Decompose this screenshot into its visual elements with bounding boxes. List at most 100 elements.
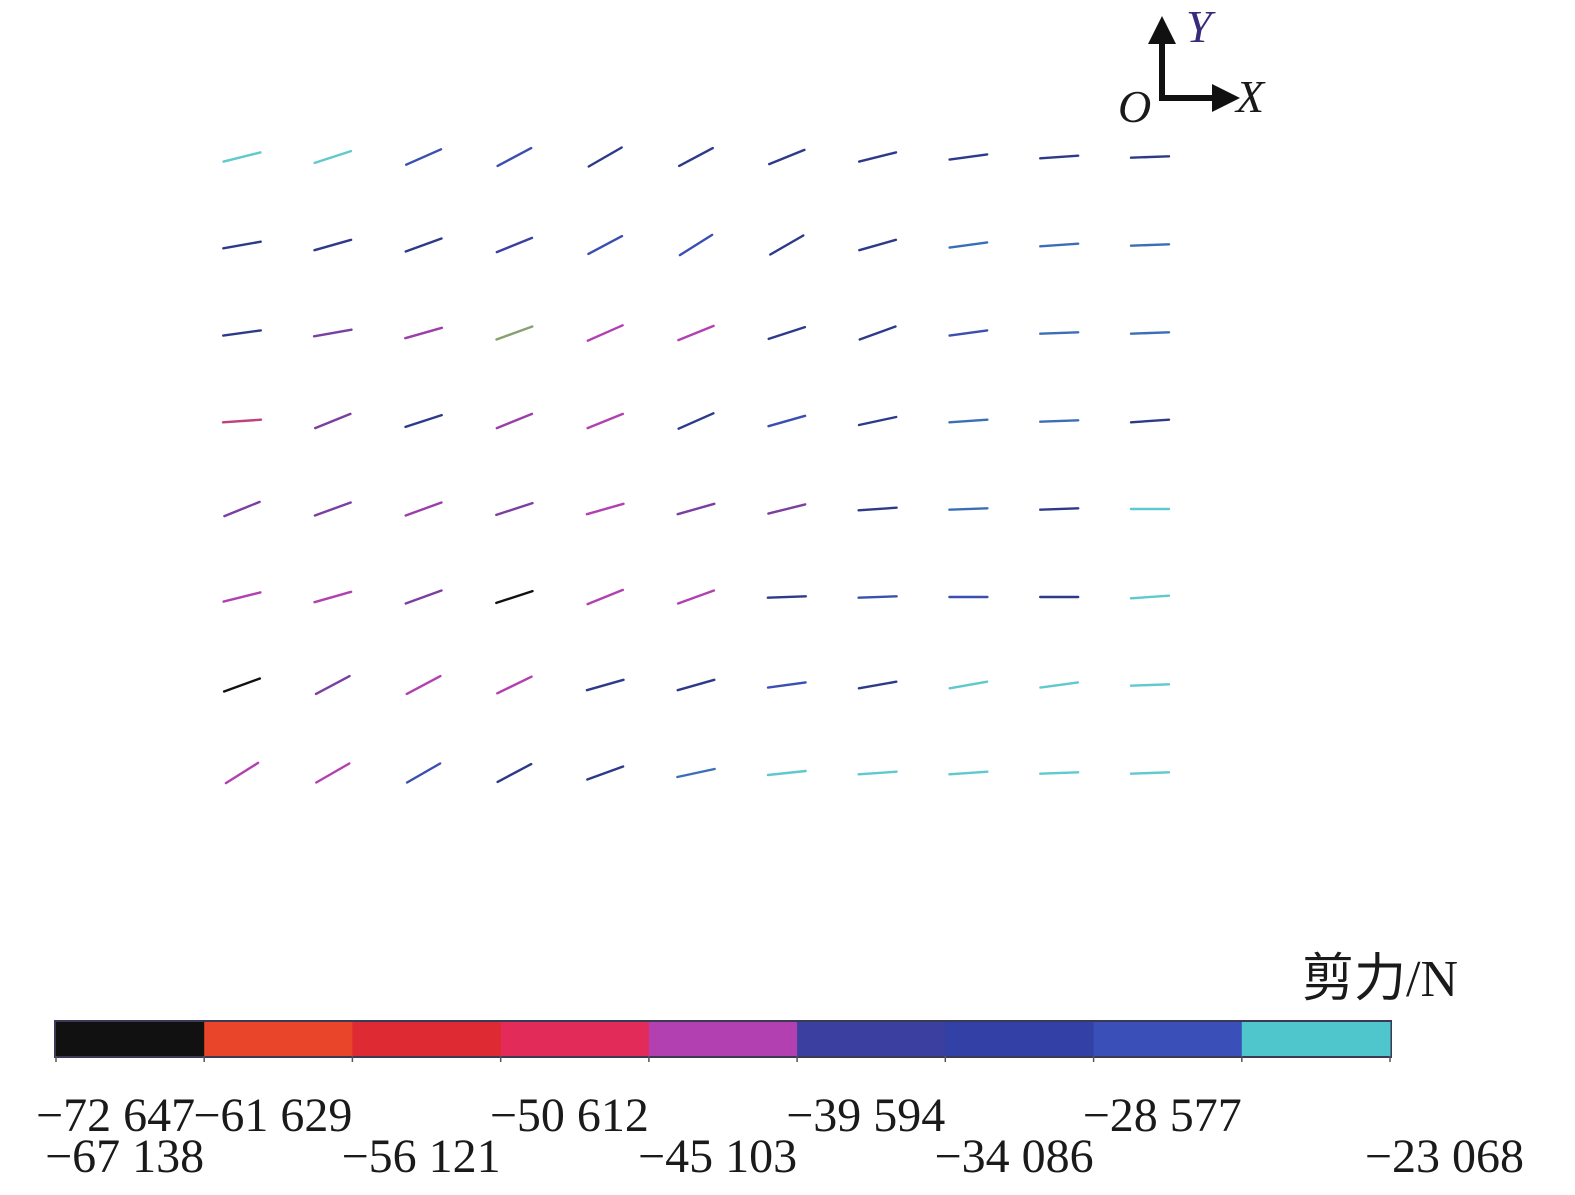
- legend-color-segment: [648, 1022, 798, 1056]
- shear-vector: [948, 507, 989, 511]
- shear-vector: [766, 681, 807, 689]
- shear-vector: [314, 412, 352, 430]
- shear-vector: [857, 770, 898, 776]
- shear-vector: [405, 674, 442, 696]
- shear-vector: [1038, 154, 1080, 160]
- legend-color-segment: [1241, 1022, 1391, 1056]
- shear-vector: [586, 412, 624, 430]
- shear-vector: [313, 590, 353, 604]
- legend-tick-labels: −72 647−67 138−61 629−56 121−50 612−45 1…: [36, 1056, 1524, 1183]
- shear-vector: [768, 148, 806, 166]
- shear-vector: [222, 240, 262, 250]
- shear-vector: [496, 675, 533, 695]
- shear-vector: [1129, 683, 1171, 687]
- shear-vector: [405, 762, 442, 784]
- shear-vector: [224, 761, 260, 785]
- shear-vector: [677, 324, 715, 342]
- shear-vector: [495, 589, 534, 605]
- shear-vector: [766, 595, 807, 599]
- shear-vector: [857, 595, 898, 599]
- shear-vector: [1038, 771, 1080, 775]
- shear-vector: [495, 501, 534, 517]
- shear-vector: [587, 146, 623, 168]
- x-axis-arrowhead: [1212, 84, 1240, 112]
- legend-tick-label: −67 138: [45, 1130, 204, 1183]
- shear-vector: [1038, 507, 1080, 511]
- legend-color-segment: [204, 1022, 353, 1056]
- shear-vector: [585, 502, 625, 516]
- shear-vector: [1038, 419, 1080, 423]
- shear-vector: [948, 680, 989, 690]
- shear-vector: [586, 588, 624, 606]
- shear-vector: [1129, 771, 1171, 775]
- legend-color-segment: [500, 1022, 650, 1056]
- legend-color-segment: [1093, 1022, 1243, 1056]
- shear-vector: [585, 678, 625, 692]
- shear-vector: [1129, 243, 1171, 247]
- shear-vector: [495, 236, 534, 254]
- shear-vector: [948, 241, 989, 249]
- y-axis-label: Y: [1186, 1, 1216, 52]
- shear-vector: [857, 415, 898, 427]
- legend-tick-label: −28 577: [1083, 1089, 1242, 1142]
- legend-tick-label: −45 103: [638, 1130, 797, 1183]
- shear-vector: [1038, 242, 1080, 248]
- shear-vector: [314, 674, 351, 696]
- shear-vector: [223, 500, 261, 518]
- shear-vector: [315, 762, 351, 784]
- shear-vector: [587, 234, 624, 256]
- shear-vector: [1129, 418, 1171, 424]
- shear-vector: [221, 329, 262, 337]
- shear-vector: [948, 770, 989, 776]
- shear-vector: [676, 589, 716, 605]
- shear-vector: [676, 678, 716, 692]
- origin-label: O: [1118, 81, 1151, 132]
- shear-vector: [586, 765, 625, 781]
- shear-vector: [405, 148, 443, 166]
- shear-vector: [858, 151, 898, 163]
- legend-tick-label: −72 647: [36, 1089, 195, 1142]
- shear-vector: [1038, 331, 1080, 335]
- shear-vector: [948, 418, 989, 424]
- shear-vector: [857, 506, 898, 512]
- shear-vector: [404, 589, 443, 605]
- legend-tick-label: −23 068: [1365, 1130, 1524, 1183]
- legend-color-segment: [945, 1022, 1094, 1056]
- shear-vector: [313, 149, 353, 165]
- shear-vector: [404, 413, 443, 429]
- x-axis-label: X: [1234, 71, 1266, 122]
- shear-vector: [858, 238, 898, 252]
- shear-vector: [678, 146, 714, 168]
- shear-vector: [1039, 681, 1080, 689]
- legend-color-segment: [797, 1022, 946, 1056]
- shear-vector: [767, 325, 807, 341]
- shear-vector: [495, 325, 534, 341]
- shear-vector: [858, 325, 897, 341]
- shear-vector: [677, 412, 715, 430]
- shear-vector: [767, 414, 807, 428]
- shear-vector: [496, 146, 533, 168]
- shear-vector: [404, 237, 443, 253]
- legend-tick-label: −61 629: [193, 1089, 352, 1142]
- legend: 剪力/N −72 647−67 138−61 629−56 121−50 612…: [36, 951, 1524, 1183]
- legend-color-segment: [352, 1022, 502, 1056]
- shear-vector: [678, 233, 714, 257]
- legend-tick-label: −39 594: [786, 1089, 945, 1142]
- shear-vector: [312, 328, 353, 338]
- shear-vector: [1129, 155, 1171, 159]
- shear-vector: [1129, 594, 1171, 600]
- vector-field: [221, 146, 1171, 785]
- shear-vector: [222, 591, 262, 603]
- shear-vector: [676, 767, 716, 779]
- shear-vector: [766, 769, 807, 777]
- shear-vector: [767, 503, 807, 515]
- shear-vector: [222, 677, 262, 693]
- y-axis-arrowhead: [1148, 16, 1176, 44]
- shear-vector: [586, 324, 624, 342]
- legend-color-bar: [54, 1020, 1392, 1058]
- shear-vector: [313, 238, 353, 252]
- legend-tick-label: −34 086: [935, 1130, 1094, 1183]
- shear-vector: [221, 418, 263, 424]
- shear-vector: [948, 153, 989, 161]
